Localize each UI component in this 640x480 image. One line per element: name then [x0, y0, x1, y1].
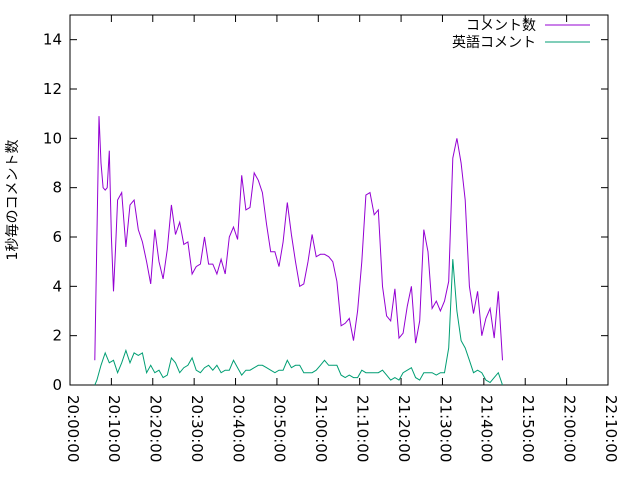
ticks-layer: 0 2 4 6 8 10 12 14 20:00:00 20:10:00 20:20:00 20:30… — [43, 15, 620, 462]
y-tick-label: 6 — [52, 228, 62, 246]
y-tick-label: 14 — [43, 31, 62, 49]
x-tick-label: 21:30:00 — [436, 395, 454, 462]
x-tick-label: 20:50:00 — [271, 395, 289, 462]
x-tick-label: 21:00:00 — [312, 395, 330, 462]
series-line-2 — [94, 259, 503, 386]
plot-border — [69, 14, 609, 386]
x-tick-label: 20:30:00 — [188, 395, 206, 462]
legend-label: コメント数 — [466, 18, 536, 34]
y-tick-label: 12 — [43, 80, 62, 98]
y-tick-label: 10 — [43, 129, 62, 147]
y-tick-label: 8 — [52, 179, 62, 197]
x-tick-label: 20:40:00 — [229, 395, 247, 462]
y-axis-label: 1秒毎のコメント数 — [5, 140, 21, 261]
x-tick-label: 21:50:00 — [519, 395, 537, 462]
x-tick-label: 22:00:00 — [560, 395, 578, 462]
y-tick-label: 0 — [52, 376, 62, 394]
x-tick-label: 22:10:00 — [602, 395, 620, 462]
x-tick-label: 20:10:00 — [105, 395, 123, 462]
y-tick-label: 4 — [52, 277, 62, 295]
x-tick-label: 21:40:00 — [478, 395, 496, 462]
plot-area — [69, 14, 609, 386]
x-tick-label: 21:20:00 — [395, 395, 413, 462]
series-line-1 — [94, 116, 503, 361]
series-layer — [94, 116, 503, 386]
x-tick-label: 21:10:00 — [353, 395, 371, 462]
y-tick-label: 2 — [52, 327, 62, 345]
x-tick-label: 20:20:00 — [147, 395, 165, 462]
legend-label: 英語コメント — [452, 34, 536, 51]
x-tick-label: 20:00:00 — [64, 395, 82, 462]
